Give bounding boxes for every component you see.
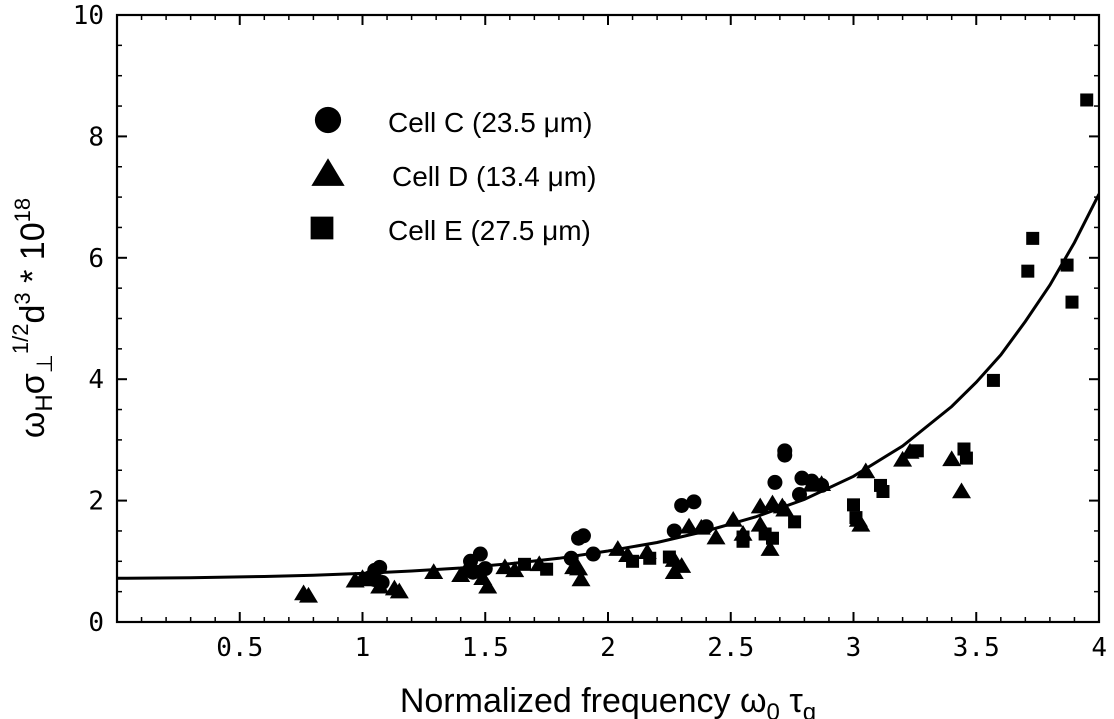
x-tick-label: 4 [1091, 633, 1107, 663]
triangle-point-1 [775, 500, 795, 517]
square-point-2 [788, 515, 802, 529]
triangle-point-1 [370, 577, 390, 594]
triangle-point-1 [679, 517, 699, 534]
square-point-2 [959, 451, 973, 465]
y-tick-label: 8 [88, 122, 104, 152]
x-axis-title: Normalized frequency ω0 τq [400, 682, 816, 719]
x-tick-label: 3 [846, 633, 862, 663]
triangle-point-1 [942, 450, 962, 467]
y-tick-label: 10 [73, 1, 104, 31]
x-tick-label: 1.5 [462, 633, 509, 663]
triangle-point-1 [856, 462, 876, 479]
circle-point-0 [585, 546, 601, 562]
legend-label: Cell C (23.5 μm) [388, 107, 592, 138]
triangle-point-1 [505, 561, 525, 578]
square-point-2 [876, 484, 890, 498]
circle-point-0 [674, 497, 690, 513]
legend-marker-square [310, 216, 334, 240]
square-point-2 [643, 551, 657, 565]
legend-marker-triangle [311, 158, 345, 186]
triangle-point-1 [952, 482, 972, 499]
square-point-2 [1060, 258, 1074, 272]
triangle-point-1 [298, 586, 318, 603]
legend-label: Cell D (13.4 μm) [392, 161, 596, 192]
y-tick-label: 2 [88, 487, 104, 517]
circle-point-0 [472, 546, 488, 562]
circle-point-0 [372, 559, 388, 575]
plot-area [115, 13, 1101, 624]
square-point-2 [518, 557, 532, 571]
triangle-point-1 [478, 577, 498, 594]
triangle-point-1 [893, 450, 913, 467]
triangle-point-1 [608, 540, 628, 556]
circle-point-0 [767, 474, 783, 490]
triangle-point-1 [706, 528, 726, 545]
x-tick-label: 1 [355, 633, 371, 663]
fit-curve [117, 193, 1099, 580]
tick-labels-group: 0.5 1 1.5 2 2.5 3 3.5 4 0 2 4 6 8 10 [73, 1, 1107, 663]
x-tick-label: 2.5 [707, 633, 754, 663]
square-point-2 [662, 550, 676, 564]
square-point-2 [910, 444, 924, 458]
circle-point-0 [777, 447, 793, 463]
circle-point-0 [666, 523, 682, 539]
triangle-point-1 [424, 563, 444, 579]
square-point-2 [1026, 231, 1040, 245]
fit-curve-group [117, 193, 1099, 580]
y-axis-title: ωHσ⊥1/2d3 * 1018 [8, 198, 58, 438]
square-point-2 [765, 531, 779, 545]
square-point-2 [736, 534, 750, 548]
triangle-point-1 [456, 562, 476, 578]
square-point-2 [986, 373, 1000, 387]
circle-point-0 [686, 494, 702, 510]
square-point-2 [1065, 295, 1079, 309]
triangle-point-1 [569, 559, 589, 576]
triangle-point-1 [360, 570, 380, 587]
square-point-2 [1021, 264, 1035, 278]
triangle-point-1 [812, 475, 832, 491]
triangle-point-1 [389, 582, 409, 599]
y-tick-label: 6 [88, 244, 104, 274]
circle-point-0 [575, 528, 591, 544]
x-tick-label: 0.5 [216, 633, 263, 663]
legend-marker-circle [314, 106, 342, 134]
plot-frame [115, 13, 1101, 624]
square-point-2 [847, 498, 860, 512]
square-point-2 [626, 554, 640, 568]
triangle-point-1 [672, 557, 692, 573]
data-points-group [294, 93, 1094, 603]
square-point-2 [1080, 93, 1094, 107]
legend: Cell C (23.5 μm) Cell D (13.4 μm) Cell E (… [310, 106, 596, 246]
x-tick-label: 3.5 [953, 633, 1000, 663]
square-point-2 [540, 562, 554, 576]
triangle-point-1 [571, 570, 591, 587]
x-tick-label: 2 [600, 633, 616, 663]
y-tick-label: 0 [88, 608, 104, 638]
legend-label: Cell E (27.5 μm) [388, 215, 591, 246]
triangle-point-1 [760, 540, 780, 556]
y-tick-label: 4 [88, 365, 104, 395]
triangle-point-1 [691, 518, 711, 535]
square-point-2 [849, 511, 863, 525]
triangle-point-1 [723, 511, 743, 527]
